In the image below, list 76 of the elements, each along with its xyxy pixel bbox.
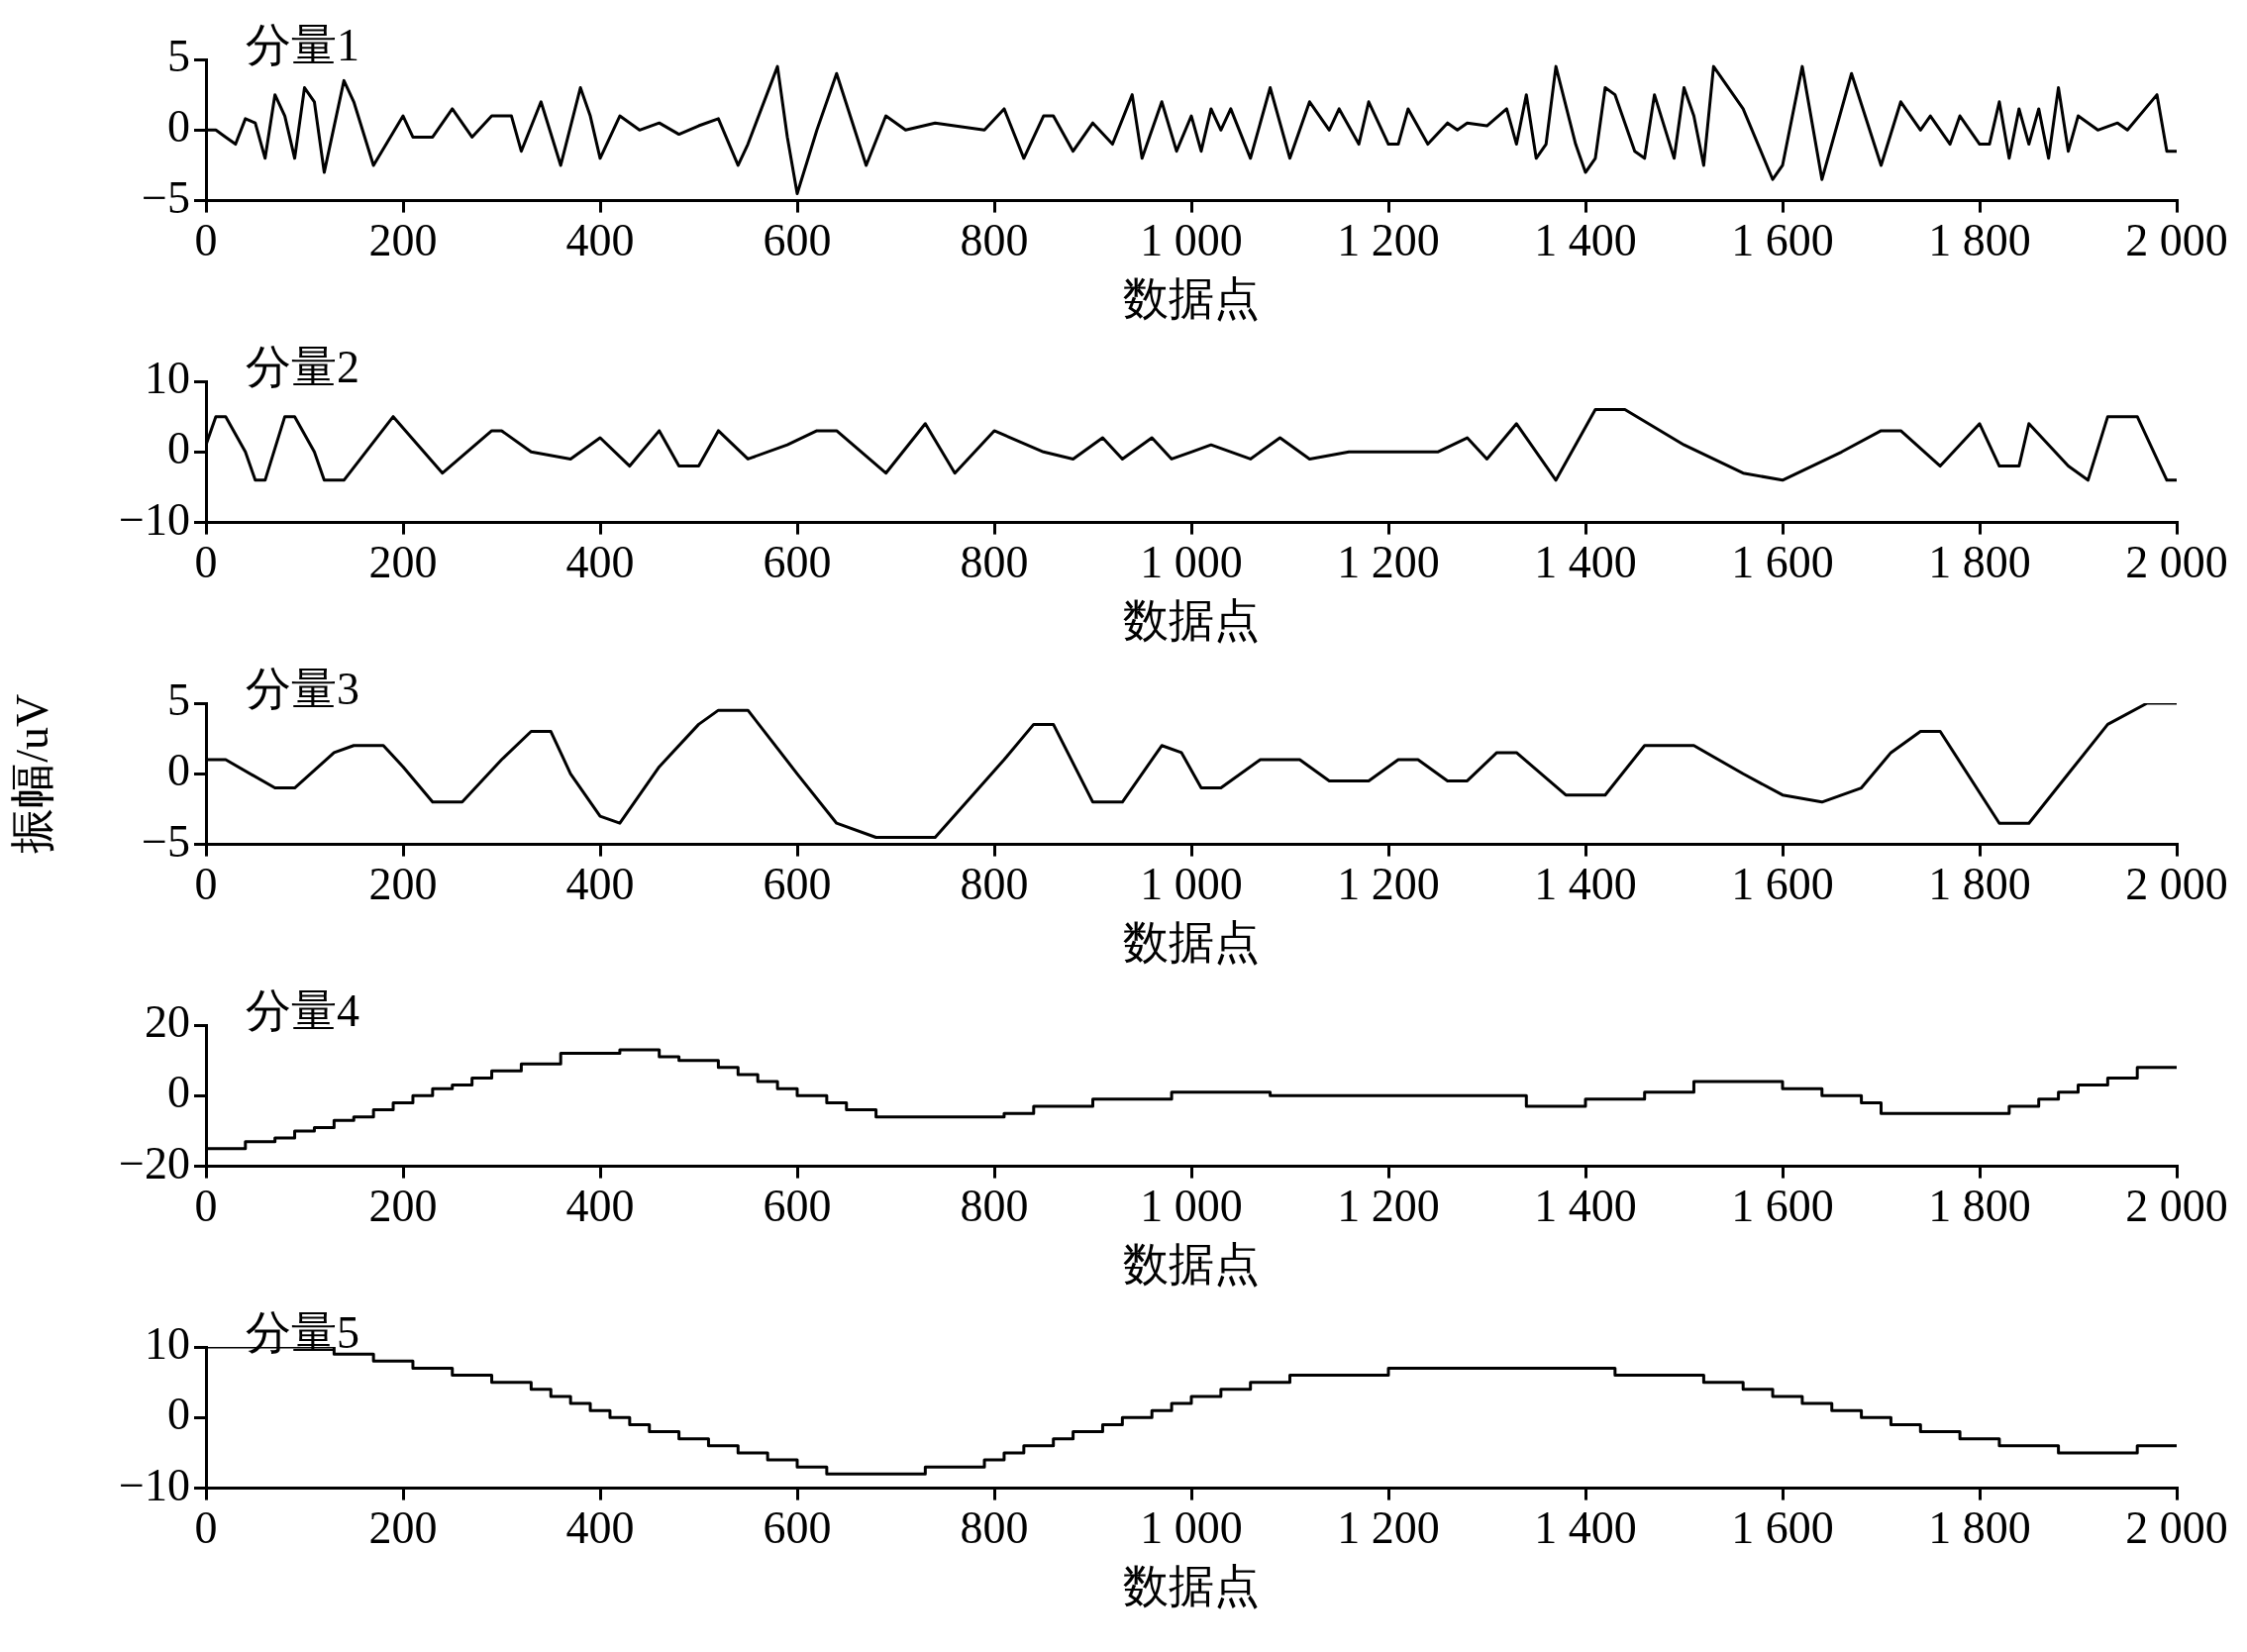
x-tick-label: 200	[368, 1181, 438, 1232]
x-tick-label: 1 200	[1337, 859, 1440, 910]
x-tick-label: 800	[960, 215, 1029, 266]
x-axis-title: 数据点	[1123, 273, 1260, 325]
y-tick-label: 10	[145, 353, 190, 404]
x-tick-label: 400	[565, 215, 635, 266]
x-tick-label: 1 200	[1337, 1181, 1440, 1232]
x-axis-title: 数据点	[1123, 1561, 1260, 1612]
x-tick-label: 200	[368, 215, 438, 266]
x-tick-label: 600	[763, 537, 832, 588]
x-tick-label: 1 000	[1140, 215, 1243, 266]
x-tick-label: 1 400	[1534, 1502, 1637, 1554]
y-tick-label: −5	[142, 815, 190, 867]
x-tick-label: 1 400	[1534, 859, 1637, 910]
x-tick-label: 400	[565, 537, 635, 588]
x-tick-label: 200	[368, 1502, 438, 1554]
x-tick-label: 600	[763, 215, 832, 266]
y-tick-label: 5	[167, 674, 190, 726]
y-tick-label: −20	[119, 1137, 190, 1188]
x-axis-title: 数据点	[1123, 1239, 1260, 1291]
x-tick-label: 1 200	[1337, 1502, 1440, 1554]
x-tick-label: 2 000	[2125, 215, 2228, 266]
chart-title: 分量1	[246, 20, 359, 71]
x-tick-label: 1 200	[1337, 215, 1440, 266]
x-tick-label: 800	[960, 859, 1029, 910]
y-tick-label: −10	[119, 493, 190, 545]
x-tick-label: 1 000	[1140, 1502, 1243, 1554]
x-tick-label: 1 000	[1140, 537, 1243, 588]
x-tick-label: 400	[565, 1181, 635, 1232]
y-tick-label: 0	[167, 1389, 190, 1440]
x-tick-label: 2 000	[2125, 1181, 2228, 1232]
y-axis-title: 振幅/uV	[6, 693, 57, 854]
x-tick-label: 800	[960, 1181, 1029, 1232]
chart-title: 分量5	[246, 1307, 359, 1359]
x-tick-label: 800	[960, 1502, 1029, 1554]
x-tick-label: 1 800	[1928, 1181, 2031, 1232]
chart-title: 分量4	[246, 985, 359, 1037]
x-tick-label: 200	[368, 859, 438, 910]
y-tick-label: 0	[167, 745, 190, 796]
y-tick-label: 20	[145, 996, 190, 1048]
y-tick-label: 0	[167, 101, 190, 153]
x-tick-label: 200	[368, 537, 438, 588]
x-axis-title: 数据点	[1123, 595, 1260, 647]
x-axis-title: 数据点	[1123, 917, 1260, 969]
x-tick-label: 2 000	[2125, 537, 2228, 588]
x-tick-label: 400	[565, 859, 635, 910]
x-tick-label: 1 600	[1731, 215, 1834, 266]
chart-title: 分量2	[246, 342, 359, 393]
y-tick-label: −5	[142, 171, 190, 223]
chart-title: 分量3	[246, 664, 359, 715]
x-tick-label: 1 600	[1731, 859, 1834, 910]
y-tick-label: −10	[119, 1459, 190, 1510]
x-tick-label: 1 400	[1534, 215, 1637, 266]
y-tick-label: 5	[167, 31, 190, 82]
y-tick-label: 10	[145, 1318, 190, 1370]
x-tick-label: 1 200	[1337, 537, 1440, 588]
x-tick-label: 1 600	[1731, 1181, 1834, 1232]
x-tick-label: 1 800	[1928, 215, 2031, 266]
x-tick-label: 1 800	[1928, 537, 2031, 588]
y-tick-label: 0	[167, 423, 190, 474]
x-tick-label: 2 000	[2125, 859, 2228, 910]
y-tick-label: 0	[167, 1067, 190, 1118]
x-tick-label: 1 800	[1928, 859, 2031, 910]
x-tick-label: 600	[763, 1502, 832, 1554]
x-tick-label: 1 600	[1731, 1502, 1834, 1554]
x-tick-label: 2 000	[2125, 1502, 2228, 1554]
x-tick-label: 1 600	[1731, 537, 1834, 588]
x-tick-label: 1 800	[1928, 1502, 2031, 1554]
x-tick-label: 800	[960, 537, 1029, 588]
x-tick-label: 1 000	[1140, 859, 1243, 910]
x-tick-label: 1 400	[1534, 1181, 1637, 1232]
x-tick-label: 400	[565, 1502, 635, 1554]
x-tick-label: 600	[763, 859, 832, 910]
x-tick-label: 600	[763, 1181, 832, 1232]
x-tick-label: 1 400	[1534, 537, 1637, 588]
x-tick-label: 1 000	[1140, 1181, 1243, 1232]
